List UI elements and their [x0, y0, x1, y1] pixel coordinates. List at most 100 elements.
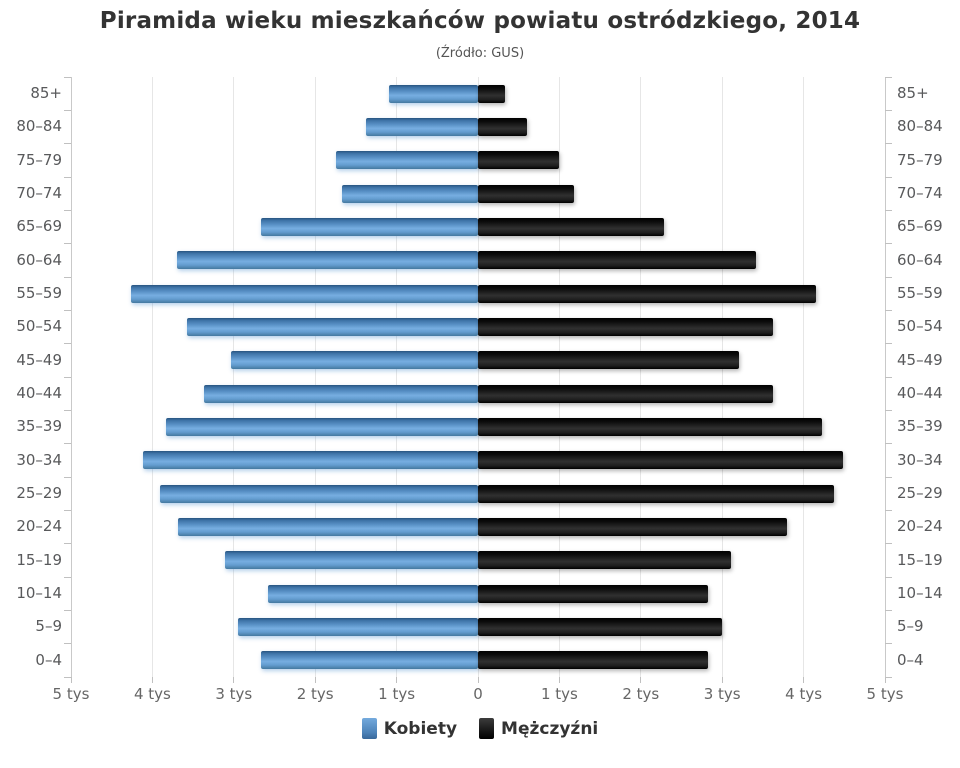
male-bar-75–79[interactable] — [478, 151, 559, 170]
age-label-left: 85+ — [30, 84, 62, 102]
male-bar-5–9[interactable] — [478, 618, 723, 636]
female-bar-80–84[interactable] — [366, 118, 478, 136]
category-tick-right — [885, 543, 892, 545]
axis-line — [70, 77, 72, 677]
x-axis-label: 4 tys — [785, 685, 823, 703]
female-series-swatch — [361, 718, 377, 739]
category-tick-left — [64, 176, 71, 178]
category-tick-left — [64, 509, 71, 511]
age-label-left: 0–4 — [35, 650, 62, 669]
female-bar-15–19[interactable] — [224, 551, 478, 570]
chart-subtitle: (Źródło: GUS) — [435, 46, 525, 61]
male-bar-40–44[interactable] — [478, 384, 774, 403]
female-bar-70–74[interactable] — [342, 184, 478, 203]
x-axis-label: 4 tys — [133, 685, 171, 703]
x-axis-label: 2 tys — [622, 685, 660, 703]
female-bar-65–69[interactable] — [261, 218, 478, 236]
age-label-left: 40–44 — [16, 384, 62, 402]
category-tick-right — [885, 676, 892, 678]
age-label-right: 85+ — [897, 84, 929, 102]
male-bar-70–74[interactable] — [478, 184, 575, 203]
female-bar-75–79[interactable] — [335, 151, 478, 170]
male-bar-30–34[interactable] — [478, 451, 843, 470]
category-tick-right — [885, 443, 892, 445]
female-bar-40–44[interactable] — [203, 384, 478, 403]
gridline — [803, 77, 805, 677]
category-tick-left — [64, 343, 71, 345]
age-label-right: 65–69 — [897, 217, 943, 236]
female-bar-10–14[interactable] — [267, 584, 478, 603]
category-tick-left — [64, 409, 71, 411]
x-axis-tick — [233, 677, 235, 683]
category-tick-right — [885, 576, 892, 578]
gridline — [314, 77, 316, 677]
gridline — [558, 77, 560, 677]
category-tick-right — [885, 509, 892, 511]
male-bar-50–54[interactable] — [478, 318, 774, 336]
x-axis-tick — [314, 677, 316, 683]
category-tick-right — [885, 209, 892, 211]
male-bar-60–64[interactable] — [478, 251, 757, 270]
male-bar-55–59[interactable] — [478, 284, 816, 303]
age-label-right: 20–24 — [897, 517, 943, 536]
age-label-left: 70–74 — [16, 184, 62, 202]
female-bar-25–29[interactable] — [159, 484, 478, 503]
female-bar-5–9[interactable] — [237, 618, 478, 636]
category-tick-left — [64, 643, 71, 645]
category-tick-right — [885, 276, 892, 278]
female-bar-30–34[interactable] — [143, 451, 478, 470]
female-bar-85+[interactable] — [389, 84, 478, 103]
x-axis-tick — [640, 677, 642, 683]
legend-label-female: Kobiety — [383, 718, 458, 739]
legend-item-male[interactable]: Mężczyźni — [479, 718, 598, 739]
female-bar-0–4[interactable] — [261, 651, 478, 670]
age-label-right: 60–64 — [897, 250, 943, 269]
legend: Kobiety Mężczyźni — [0, 718, 960, 739]
male-bar-45–49[interactable] — [478, 351, 740, 370]
gridline — [233, 77, 235, 677]
chart-title: Piramida wieku mieszkańców powiatu ostró… — [99, 8, 861, 34]
x-axis-label: 1 tys — [540, 685, 578, 703]
age-label-right: 5–9 — [897, 617, 924, 636]
age-label-left: 35–39 — [16, 417, 62, 436]
male-bar-15–19[interactable] — [478, 551, 732, 570]
male-bar-10–14[interactable] — [478, 584, 708, 603]
male-bar-65–69[interactable] — [478, 218, 664, 236]
female-bar-35–39[interactable] — [166, 418, 478, 436]
female-bar-20–24[interactable] — [177, 518, 478, 536]
category-tick-right — [885, 409, 892, 411]
age-label-left: 75–79 — [16, 150, 62, 169]
female-bar-60–64[interactable] — [176, 251, 478, 270]
x-axis-label: 3 tys — [703, 685, 741, 703]
x-axis-label: 2 tys — [296, 685, 334, 703]
age-label-right: 75–79 — [897, 150, 943, 169]
age-label-right: 25–29 — [897, 484, 943, 502]
male-bar-20–24[interactable] — [478, 518, 788, 536]
male-bar-85+[interactable] — [478, 84, 505, 103]
male-bar-35–39[interactable] — [478, 418, 823, 436]
male-bar-25–29[interactable] — [478, 484, 834, 503]
female-bar-55–59[interactable] — [131, 284, 478, 303]
category-tick-right — [885, 609, 892, 611]
age-label-left: 20–24 — [16, 517, 62, 536]
legend-item-female[interactable]: Kobiety — [361, 718, 458, 739]
category-tick-right — [885, 376, 892, 378]
legend-label-male: Mężczyźni — [501, 718, 599, 739]
x-axis-tick — [884, 677, 886, 683]
age-label-left: 25–29 — [16, 484, 62, 502]
female-bar-45–49[interactable] — [230, 351, 478, 370]
age-label-right: 50–54 — [897, 317, 943, 336]
x-axis-tick — [803, 677, 805, 683]
age-label-right: 15–19 — [897, 550, 943, 569]
female-bar-50–54[interactable] — [187, 318, 478, 336]
age-label-left: 10–14 — [16, 584, 62, 602]
x-axis-label: 3 tys — [215, 685, 253, 703]
category-tick-right — [885, 243, 892, 245]
category-tick-right — [885, 176, 892, 178]
category-tick-left — [64, 109, 71, 111]
male-bar-0–4[interactable] — [478, 651, 709, 670]
age-label-left: 60–64 — [16, 250, 62, 269]
male-bar-80–84[interactable] — [478, 118, 527, 136]
category-tick-left — [64, 443, 71, 445]
category-tick-left — [64, 376, 71, 378]
